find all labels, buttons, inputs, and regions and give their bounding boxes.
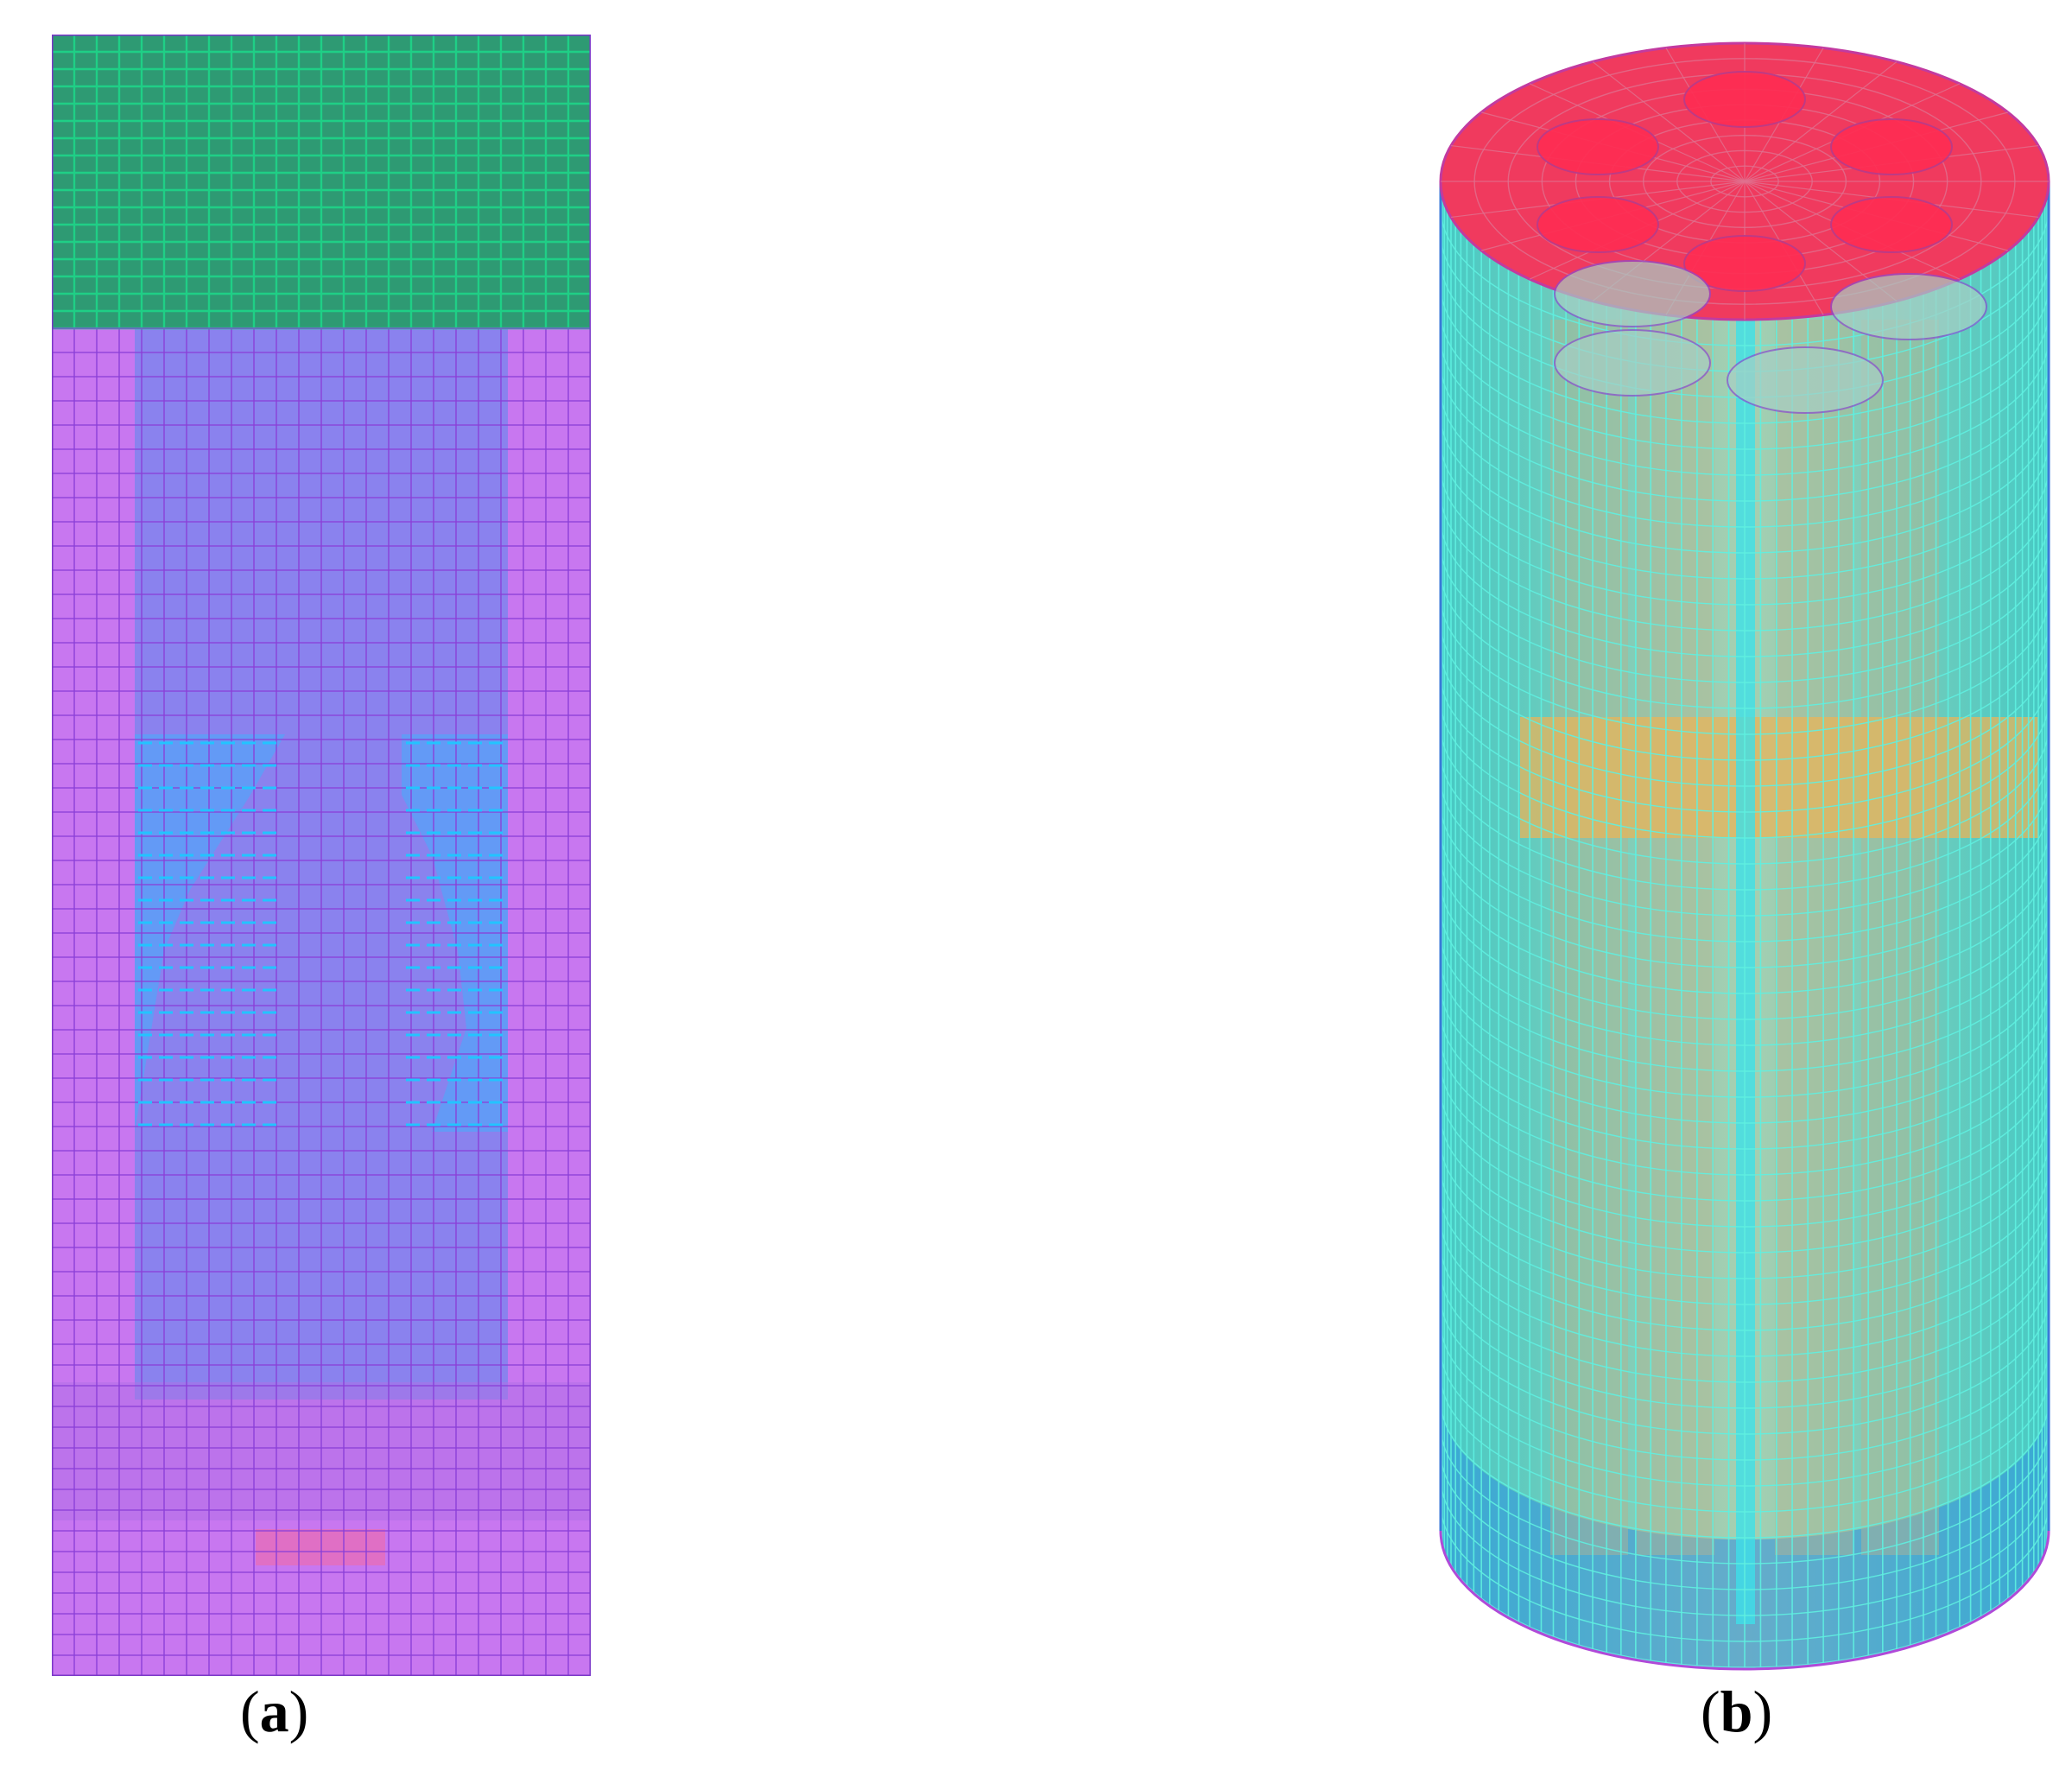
rod-top-outlines	[1554, 260, 1987, 414]
mesh-grid-lines	[52, 35, 591, 1676]
cylinder-mesh-drawing	[1439, 41, 2050, 1671]
top-cap-rod-outlines	[1537, 71, 1953, 292]
panel-b-label: b	[1720, 1679, 1753, 1744]
central-axis	[1736, 276, 1755, 1624]
bottom-red-spot	[256, 1529, 385, 1565]
orange-band	[1520, 717, 2038, 838]
panel-a-caption: (a)	[240, 1679, 309, 1744]
cylinder-bottom-rim	[1439, 1530, 2050, 1671]
cyan-mesh-accents	[138, 741, 505, 1127]
mesh-section-drawing	[52, 35, 591, 1676]
cylinder-mesh-panel	[1434, 35, 2056, 1676]
panel-b-caption: (b)	[1701, 1679, 1773, 1744]
panel-a-label: a	[259, 1679, 289, 1744]
mesh-section-panel	[52, 35, 591, 1676]
